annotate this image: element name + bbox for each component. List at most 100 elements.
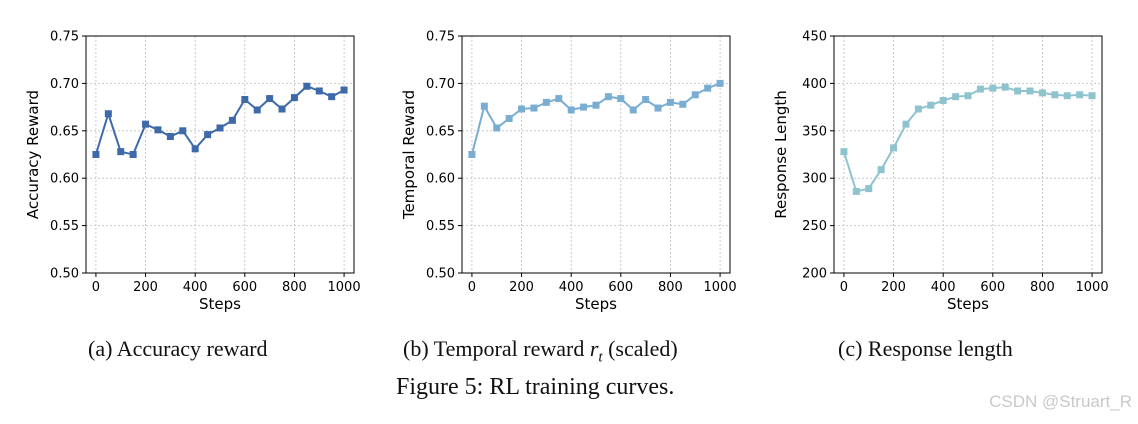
data-point [179,127,187,135]
data-point [1001,83,1009,91]
data-point [654,104,662,112]
data-point [679,100,687,108]
data-point [914,105,922,113]
data-point [592,101,600,109]
data-point [1051,91,1059,99]
data-point [939,96,947,104]
x-tick-label: 1000 [704,280,737,295]
data-point [191,145,199,153]
subcaption-a-label: (a) [88,336,113,361]
data-point [253,106,261,114]
y-tick-label: 0.55 [426,219,455,234]
y-tick-label: 0.55 [50,219,79,234]
x-tick-label: 800 [282,280,307,295]
data-point [890,144,898,152]
series-line [94,85,345,156]
data-point [328,93,336,101]
data-point [642,96,650,104]
data-point [154,126,162,134]
data-point [952,93,960,101]
data-point [216,124,224,132]
x-tick-label: 600 [608,280,633,295]
data-point [927,101,935,109]
data-point [129,151,137,158]
accuracy-reward-plot: 0 200 400 600 800 1000 0.50 0.55 0.60 0.65 0.70 0.7… [24,30,361,314]
temporal-reward-plot: 0 200 400 600 800 1000 0.50 0.55 0.60 0.65 0.70 0.7… [400,30,737,314]
data-point [315,87,323,95]
data-point [518,105,526,113]
data-point [716,79,724,87]
data-point [877,166,885,174]
data-point [704,84,712,92]
data-point [989,84,997,92]
y-tick-label: 350 [802,124,827,139]
x-tick-label: 600 [980,280,1005,295]
x-tick-label: 1000 [1076,280,1109,295]
y-tick-label: 200 [802,267,827,282]
data-point [1038,89,1046,97]
y-tick-label: 0.60 [50,172,79,187]
data-point [480,102,488,110]
y-tick-label: 0.65 [50,124,79,139]
y-axis-label: Accuracy Reward [24,90,42,219]
x-tick-label: 800 [658,280,683,295]
x-tick-label: 800 [1030,280,1055,295]
data-point [964,92,972,100]
x-tick-label: 400 [931,280,956,295]
plot-frame [461,35,731,274]
data-point [278,105,286,113]
y-tick-label: 0.50 [426,267,455,282]
x-tick-label: 1000 [328,280,361,295]
x-tick-label: 200 [509,280,534,295]
data-point [530,104,538,112]
data-point [228,116,236,124]
subcaption-b-math: rt [590,336,603,365]
y-tick-label: 450 [802,30,827,45]
watermark: CSDN @Struart_R [989,392,1132,411]
data-point [104,110,112,118]
data-point [852,187,860,195]
plot-frame [85,35,355,274]
y-tick-label: 400 [802,77,827,92]
y-tick-label: 250 [802,219,827,234]
y-tick-label: 0.75 [426,30,455,45]
data-point [468,151,476,158]
y-axis-label: Temporal Reward [400,90,418,220]
data-point [629,106,637,114]
data-point [666,98,674,106]
y-tick-label: 0.50 [50,267,79,282]
data-point [840,148,848,156]
x-tick-label: 400 [183,280,208,295]
data-point [604,93,612,101]
y-axis-label: Response Length [772,90,790,219]
data-point [266,95,274,103]
data-point [1088,92,1096,100]
data-point [303,82,311,90]
data-point [580,103,588,111]
plot-frame [833,35,1103,274]
x-tick-label: 400 [559,280,584,295]
data-point [340,86,348,94]
x-axis-label: Steps [575,295,617,313]
subcaption-b: (b) Temporal reward rt (scaled) [403,336,678,366]
data-point [493,124,501,132]
x-tick-label: 0 [840,280,848,295]
data-point [142,120,150,128]
subcaption-c-text: Response length [867,336,1013,361]
figure-caption: Figure 5: RL training curves. [396,374,675,400]
data-point [902,120,910,128]
data-point [92,151,100,158]
data-point [505,114,513,122]
x-tick-label: 600 [232,280,257,295]
data-point [241,96,249,104]
data-point [1063,92,1071,100]
data-point [542,98,550,106]
x-tick-label: 200 [133,280,158,295]
y-tick-label: 0.70 [426,77,455,92]
data-point [204,131,212,139]
response-length-plot: 0 200 400 600 800 1000 200 250 300 350 400 450 Steps… [772,30,1109,314]
data-point [617,95,625,103]
data-point [290,94,298,102]
x-tick-label: 200 [881,280,906,295]
